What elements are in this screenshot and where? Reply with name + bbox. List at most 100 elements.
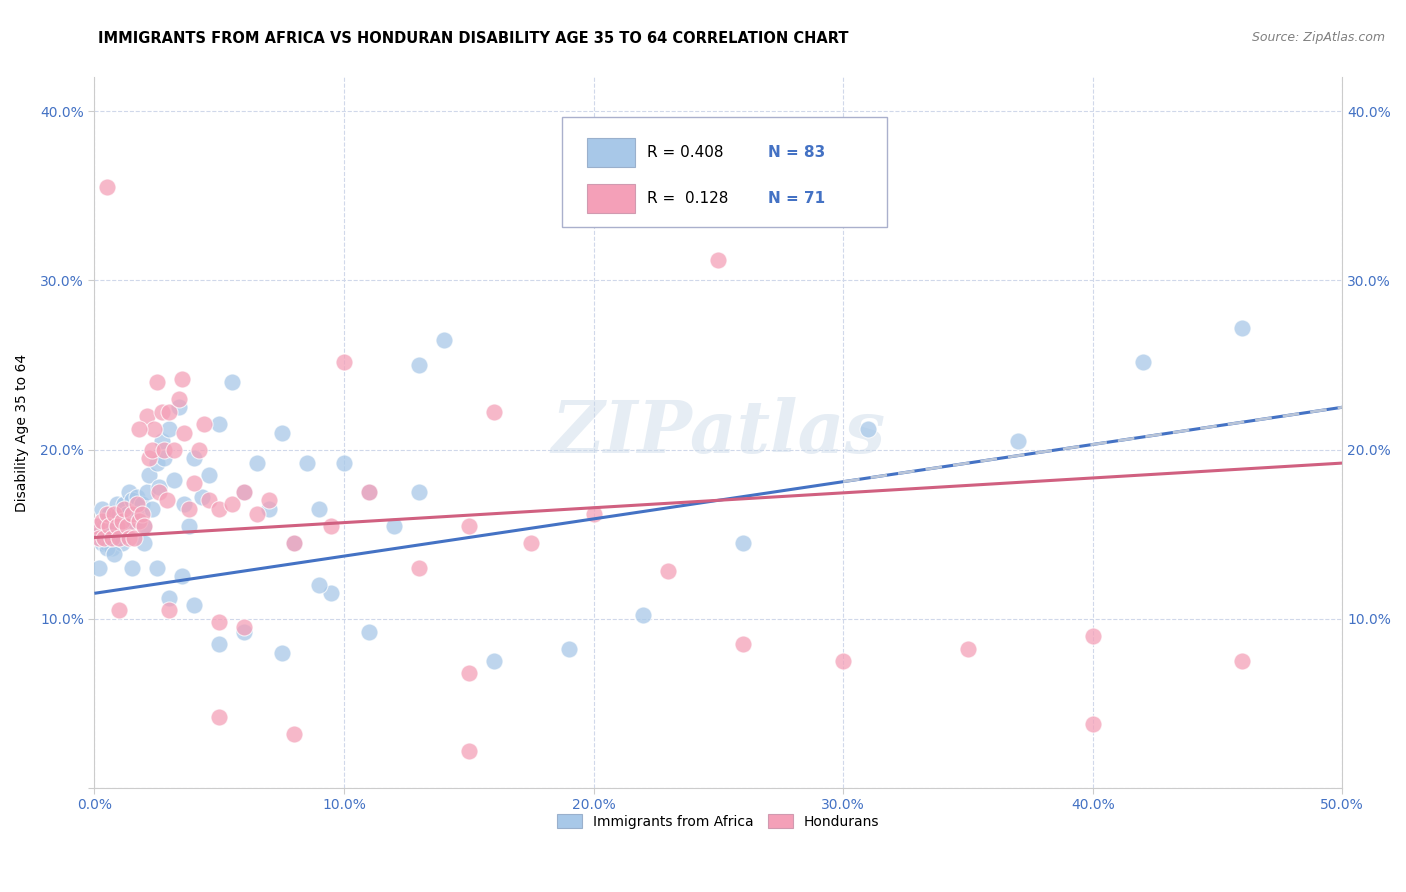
Point [108, 507, 131, 521]
Point [257, 493, 280, 508]
Point [233, 620, 256, 634]
Point [118, 531, 141, 545]
Point [105, 497, 128, 511]
Point [295, 456, 318, 470]
Point [138, 467, 160, 482]
Point [93, 518, 115, 533]
Point [90, 501, 112, 516]
Point [956, 642, 979, 657]
Point [633, 608, 655, 623]
Point [96, 535, 118, 549]
Point [101, 518, 124, 533]
Point [283, 535, 305, 549]
Point [1232, 320, 1254, 334]
Point [183, 476, 205, 491]
Point [148, 484, 170, 499]
Point [89, 531, 111, 545]
Point [208, 710, 231, 724]
Point [233, 484, 256, 499]
Point [150, 405, 173, 419]
Point [90, 535, 112, 549]
Point [198, 467, 221, 482]
Point [103, 510, 125, 524]
Point [153, 450, 176, 465]
Point [733, 637, 755, 651]
Point [96, 507, 118, 521]
Point [128, 507, 150, 521]
Point [167, 401, 190, 415]
Point [134, 518, 156, 533]
Point [118, 484, 141, 499]
Point [128, 514, 150, 528]
Point [112, 501, 135, 516]
Point [283, 535, 305, 549]
Point [105, 518, 128, 533]
Text: N = 83: N = 83 [768, 145, 825, 160]
Point [167, 392, 190, 406]
Bar [588, 138, 634, 167]
Point [131, 507, 153, 521]
Point [108, 531, 131, 545]
Point [457, 518, 479, 533]
Point [173, 425, 195, 440]
Point [733, 535, 755, 549]
Point [105, 518, 128, 533]
Point [257, 501, 280, 516]
Point [98, 531, 121, 545]
Point [112, 497, 135, 511]
Point [93, 531, 115, 545]
Text: N = 71: N = 71 [768, 191, 825, 206]
Point [582, 507, 605, 521]
Point [557, 642, 579, 657]
Point [457, 665, 479, 680]
Point [357, 484, 380, 499]
Point [520, 535, 543, 549]
Point [179, 501, 201, 516]
Point [89, 527, 111, 541]
Point [1232, 654, 1254, 668]
Point [208, 417, 231, 432]
Point [115, 518, 138, 533]
Point [86, 518, 108, 533]
Point [163, 442, 186, 457]
Point [408, 561, 430, 575]
Point [1007, 434, 1029, 448]
Point [707, 253, 730, 268]
Point [357, 625, 380, 640]
Point [138, 450, 160, 465]
Point [111, 518, 134, 533]
Point [131, 497, 153, 511]
Point [128, 422, 150, 436]
Point [170, 371, 193, 385]
Point [357, 484, 380, 499]
Point [179, 518, 201, 533]
Point [146, 375, 169, 389]
FancyBboxPatch shape [562, 117, 887, 227]
Point [173, 497, 195, 511]
Point [1081, 629, 1104, 643]
Point [125, 497, 148, 511]
Text: R =  0.128: R = 0.128 [647, 191, 728, 206]
Point [270, 646, 292, 660]
Point [433, 333, 456, 347]
Point [121, 507, 143, 521]
Point [96, 541, 118, 555]
Point [150, 434, 173, 448]
Point [98, 507, 121, 521]
Point [333, 456, 356, 470]
Point [125, 490, 148, 504]
Point [134, 535, 156, 549]
Point [233, 625, 256, 640]
Point [103, 507, 125, 521]
Point [308, 578, 330, 592]
Point [93, 531, 115, 545]
Point [98, 518, 121, 533]
Point [96, 180, 118, 194]
Point [112, 514, 135, 528]
Point [208, 501, 231, 516]
Bar [588, 184, 634, 213]
Point [190, 490, 212, 504]
Point [115, 507, 138, 521]
Point [333, 354, 356, 368]
Point [157, 603, 180, 617]
